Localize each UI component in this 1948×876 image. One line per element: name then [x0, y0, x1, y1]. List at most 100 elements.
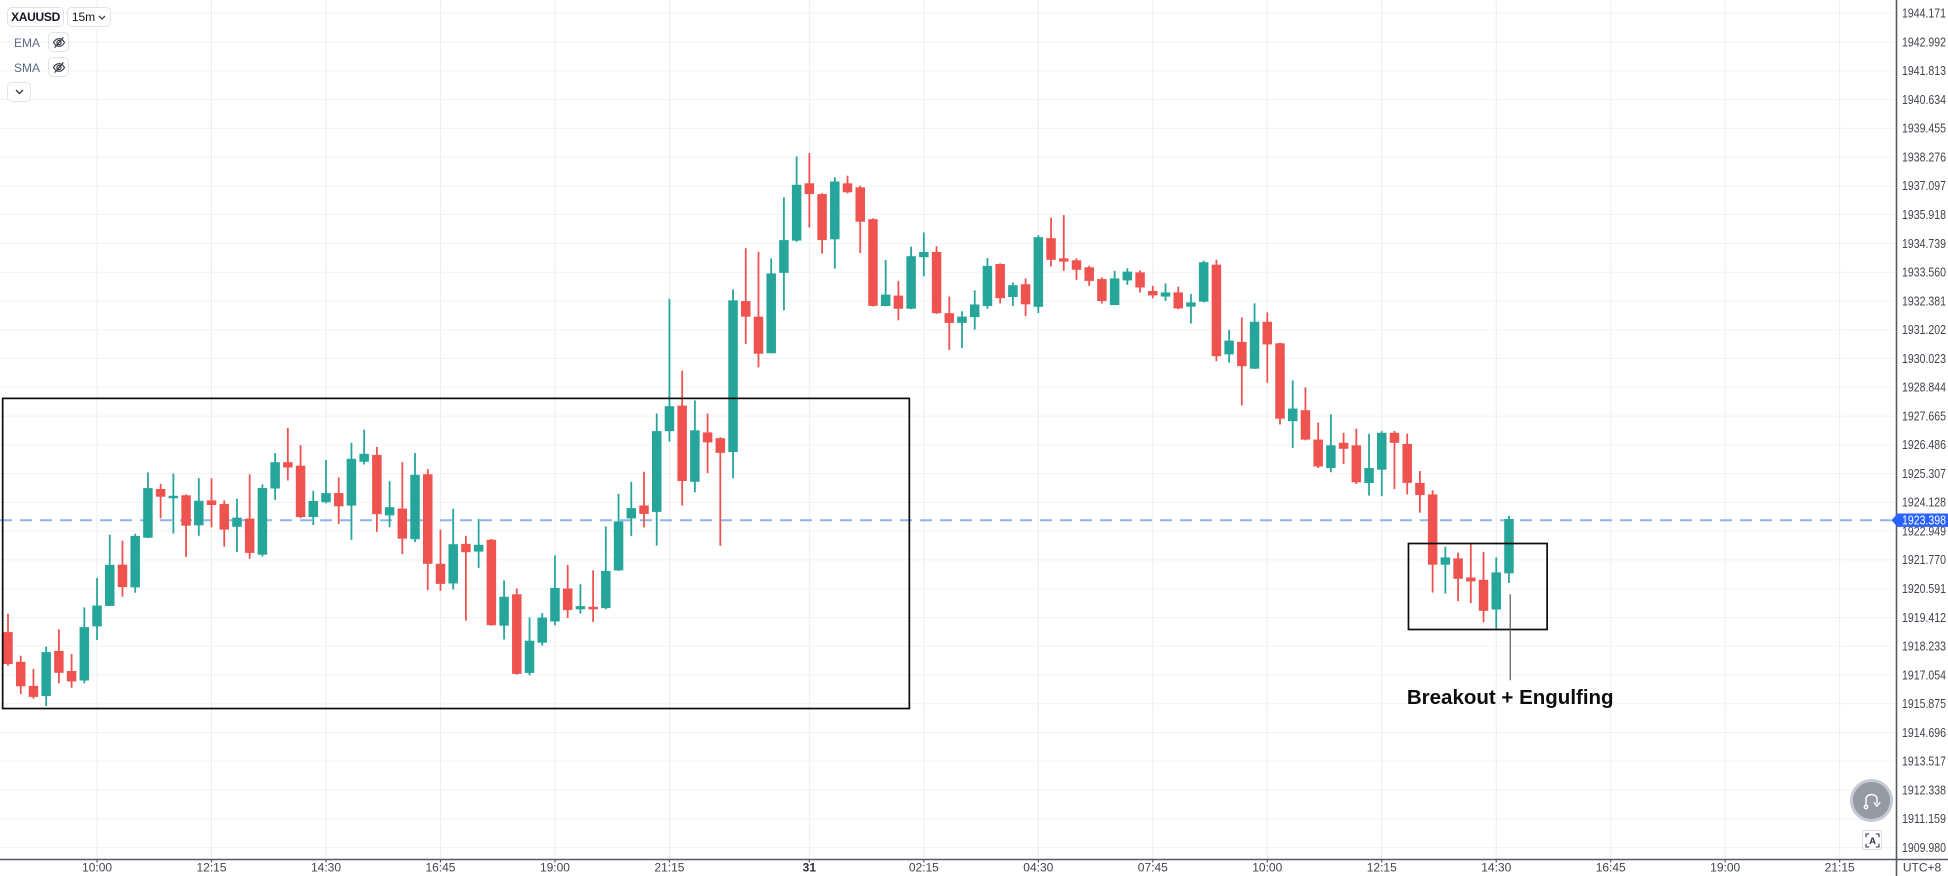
time-axis-label: 04:30 [1023, 861, 1053, 875]
candle-body [613, 521, 624, 571]
candle [1237, 317, 1247, 406]
candle [194, 478, 204, 536]
candle [1224, 329, 1234, 363]
candle [1453, 552, 1463, 602]
candle-body [283, 462, 293, 468]
candle-body [868, 219, 878, 306]
candle-body [575, 606, 586, 610]
candle [1478, 551, 1489, 623]
candle [168, 473, 179, 534]
candle-body [1377, 432, 1387, 470]
price-tag [1891, 513, 1948, 527]
symbol-button[interactable]: XAUUSD [7, 7, 64, 27]
candle [842, 175, 853, 194]
candle-wick [172, 473, 175, 534]
candle [919, 232, 929, 277]
candle-wick [465, 535, 467, 621]
collapse-indicators-button[interactable] [7, 82, 31, 102]
candle-body [1059, 258, 1069, 262]
candle [321, 459, 331, 504]
price-axis-label: 1939.455 [1902, 122, 1946, 136]
price-axis-label: 1928.844 [1902, 381, 1946, 395]
candle [117, 540, 128, 597]
drawing-rectangle-large[interactable] [1, 397, 911, 710]
reset-view-button[interactable] [1850, 779, 1893, 822]
candle-body [639, 505, 649, 514]
candle-body [969, 304, 980, 318]
candle [766, 258, 776, 354]
candle-body [1224, 340, 1234, 355]
candle [715, 437, 726, 546]
price-axis-label: 1918.233 [1902, 640, 1946, 654]
price-axis-label: 1922.949 [1902, 524, 1946, 538]
time-axis-label: 31 [803, 861, 817, 875]
candle-wick [1266, 312, 1269, 383]
candle-body [194, 500, 204, 526]
time-axis-label: 16:45 [1596, 861, 1626, 875]
price-axis-label: 1940.634 [1902, 93, 1946, 107]
candle [982, 258, 993, 309]
time-axis-label: 10:00 [82, 861, 112, 875]
candle-wick [948, 296, 951, 350]
candle-body [206, 500, 217, 505]
indicator-label-sma: SMA [14, 60, 41, 75]
price-axis-label: 1912.338 [1902, 783, 1946, 797]
candle-body [1084, 267, 1094, 281]
candle-body [295, 465, 306, 518]
candle [702, 413, 713, 474]
candle-wick [961, 311, 963, 349]
candle [931, 246, 942, 314]
candle-body [804, 183, 815, 195]
candle [741, 248, 751, 345]
candle-body [512, 594, 522, 674]
candle [1135, 270, 1145, 293]
auto-label-button[interactable]: A [1862, 830, 1882, 850]
candle [893, 280, 904, 321]
candle-body [626, 508, 637, 519]
candle-body [715, 438, 726, 453]
candle [41, 646, 51, 706]
candle-body [766, 273, 776, 354]
candle [1427, 490, 1438, 593]
candle-body [524, 640, 535, 673]
candle [1008, 282, 1018, 307]
candle [295, 445, 306, 519]
candle-body [1148, 290, 1158, 296]
chevron-down-icon [15, 89, 23, 95]
sma-visibility-button[interactable] [48, 57, 69, 77]
candle [1440, 546, 1451, 594]
candle [346, 442, 357, 540]
candle-body [1135, 272, 1145, 288]
candle-body [1402, 443, 1412, 483]
candle-wick [1368, 433, 1370, 496]
candle-body [92, 605, 102, 627]
price-axis-label: 1921.770 [1902, 553, 1946, 567]
candle-body [1249, 321, 1260, 369]
candle-wick [248, 474, 251, 559]
candle-body [499, 596, 509, 626]
candle-wick [363, 429, 366, 465]
price-axis-label: 1915.875 [1902, 697, 1946, 711]
candle-body [601, 570, 611, 609]
candle-body [41, 652, 51, 696]
candle [1198, 260, 1209, 303]
candle-body [143, 488, 153, 538]
candle-body [79, 627, 90, 681]
candle [588, 570, 598, 622]
candle [1351, 428, 1362, 484]
price-axis-label: 1911.159 [1902, 812, 1946, 826]
interval-button[interactable]: 15m [67, 7, 111, 27]
candle-body [919, 251, 929, 258]
drawing-rectangle-small[interactable] [1407, 542, 1548, 631]
time-axis-label: 19:00 [540, 861, 570, 875]
candle-body [728, 300, 738, 453]
candle-body [3, 632, 13, 664]
candle-body [1313, 439, 1323, 467]
ema-visibility-button[interactable] [48, 32, 69, 52]
candle-body [1122, 271, 1133, 281]
candle [219, 500, 229, 547]
candle-body [830, 181, 840, 240]
candle-body [461, 543, 471, 553]
candle-body [435, 563, 446, 584]
